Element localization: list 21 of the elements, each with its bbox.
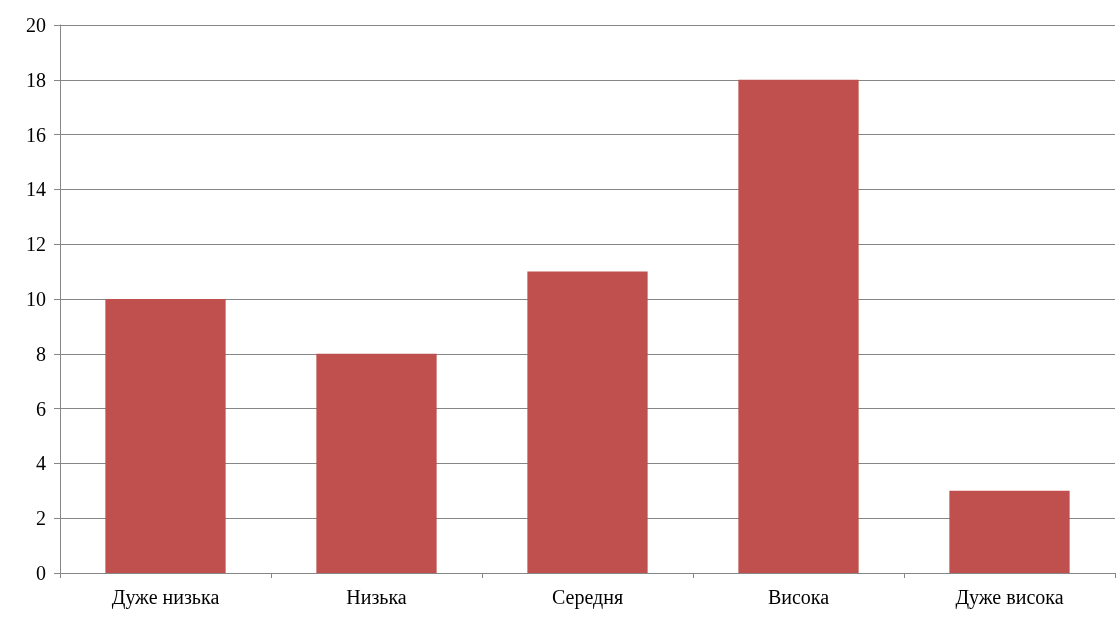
x-tick-label: Низька: [346, 586, 407, 608]
bar: [316, 353, 437, 573]
y-tick-label: 10: [26, 288, 46, 310]
bar: [527, 271, 648, 573]
y-tick-label: 0: [36, 562, 46, 584]
y-tick-label: 18: [26, 68, 46, 91]
y-tick-label: 12: [26, 233, 46, 256]
y-tick-label: 6: [36, 397, 46, 420]
y-tick-label: 2: [36, 507, 46, 530]
bar: [949, 490, 1070, 573]
y-tick-label: 16: [26, 123, 46, 146]
y-tick-label: 8: [36, 342, 46, 365]
x-tick-label: Дуже висока: [955, 586, 1064, 609]
bar: [738, 79, 859, 573]
x-tick-label: Дуже низька: [111, 586, 220, 609]
x-tick-label: Висока: [767, 586, 830, 608]
y-tick-label: 20: [26, 14, 46, 36]
y-tick-label: 4: [36, 452, 46, 475]
bar: [105, 299, 226, 573]
y-tick-label: 14: [26, 178, 46, 201]
x-tick-label: Середня: [551, 586, 624, 609]
